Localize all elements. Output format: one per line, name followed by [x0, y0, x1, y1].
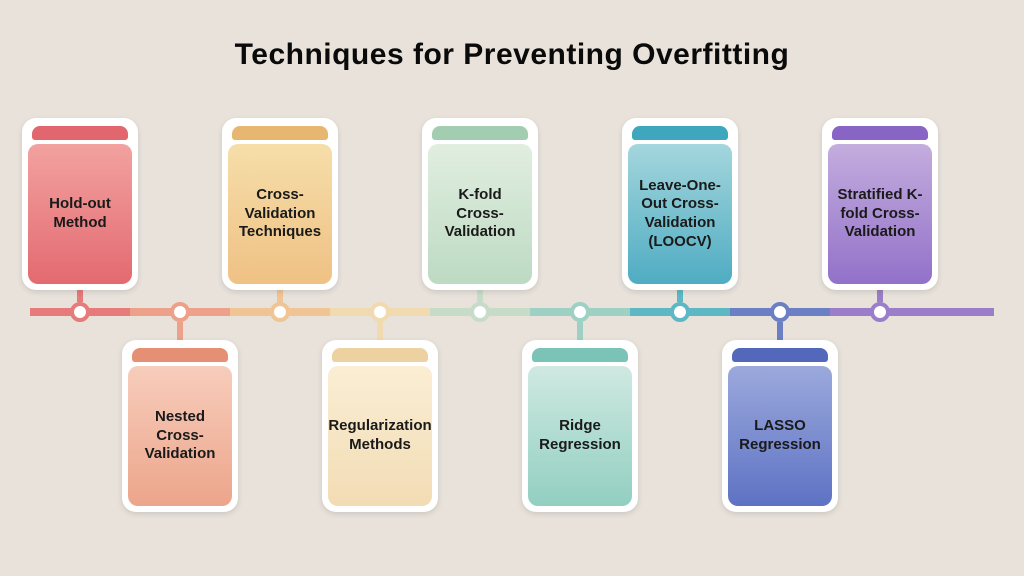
timeline-node [670, 302, 690, 322]
card-label: Nested Cross-Validation [134, 408, 226, 464]
card-body: Regularization Methods [328, 366, 432, 506]
timeline-node [170, 302, 190, 322]
timeline-node [870, 302, 890, 322]
card-body: Hold-out Method [28, 144, 132, 284]
card-label: Cross-Validation Techniques [234, 186, 326, 242]
card-label: LASSO Regression [734, 417, 826, 455]
card-connector [777, 322, 783, 340]
page-title: Techniques for Preventing Overfitting [0, 38, 1024, 72]
card-tab [832, 126, 928, 140]
card-label: Hold-out Method [34, 195, 126, 233]
card-connector [377, 322, 383, 340]
card-label: Ridge Regression [534, 417, 626, 455]
timeline-node [270, 302, 290, 322]
technique-card: Ridge Regression [522, 340, 638, 512]
card-tab [232, 126, 328, 140]
card-connector [577, 322, 583, 340]
card-body: LASSO Regression [728, 366, 832, 506]
card-body: Cross-Validation Techniques [228, 144, 332, 284]
technique-card: Hold-out Method [22, 118, 138, 290]
timeline-node [70, 302, 90, 322]
card-body: Stratified K-fold Cross-Validation [828, 144, 932, 284]
timeline-node [770, 302, 790, 322]
card-tab [432, 126, 528, 140]
card-body: Ridge Regression [528, 366, 632, 506]
timeline-node [470, 302, 490, 322]
card-body: Leave-One-Out Cross-Validation (LOOCV) [628, 144, 732, 284]
card-label: Leave-One-Out Cross-Validation (LOOCV) [634, 177, 726, 252]
technique-card: Stratified K-fold Cross-Validation [822, 118, 938, 290]
technique-card: LASSO Regression [722, 340, 838, 512]
card-connector [177, 322, 183, 340]
card-body: Nested Cross-Validation [128, 366, 232, 506]
card-tab [332, 348, 428, 362]
timeline-node [570, 302, 590, 322]
technique-card: Regularization Methods [322, 340, 438, 512]
card-label: Stratified K-fold Cross-Validation [834, 186, 926, 242]
technique-card: Leave-One-Out Cross-Validation (LOOCV) [622, 118, 738, 290]
card-tab [132, 348, 228, 362]
card-tab [532, 348, 628, 362]
card-tab [32, 126, 128, 140]
technique-card: K-fold Cross-Validation [422, 118, 538, 290]
technique-card: Nested Cross-Validation [122, 340, 238, 512]
technique-card: Cross-Validation Techniques [222, 118, 338, 290]
card-label: Regularization Methods [328, 417, 431, 455]
card-label: K-fold Cross-Validation [434, 186, 526, 242]
card-body: K-fold Cross-Validation [428, 144, 532, 284]
timeline-segment [830, 308, 994, 316]
card-tab [632, 126, 728, 140]
card-tab [732, 348, 828, 362]
timeline-node [370, 302, 390, 322]
